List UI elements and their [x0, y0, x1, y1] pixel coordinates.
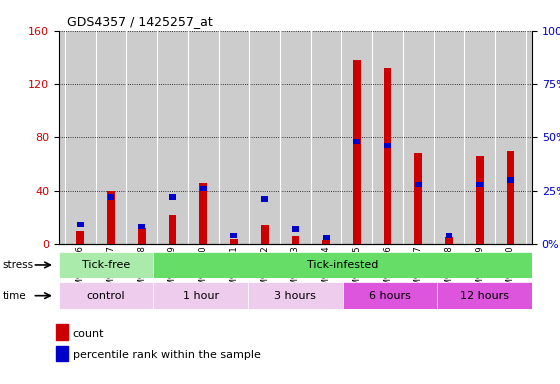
- Text: time: time: [3, 291, 26, 301]
- Bar: [384, 68, 391, 244]
- Bar: [153, 252, 532, 278]
- Bar: [384, 143, 391, 149]
- Text: count: count: [73, 329, 104, 339]
- Text: stress: stress: [3, 260, 34, 270]
- Bar: [343, 282, 437, 309]
- Bar: [59, 282, 153, 309]
- Bar: [292, 236, 299, 244]
- Text: Tick-infested: Tick-infested: [307, 260, 379, 270]
- Bar: [353, 139, 360, 144]
- Bar: [323, 235, 330, 240]
- Bar: [446, 233, 452, 238]
- Bar: [476, 156, 484, 244]
- Bar: [353, 60, 361, 244]
- Bar: [138, 224, 145, 230]
- Bar: [415, 182, 422, 187]
- Text: 12 hours: 12 hours: [460, 291, 509, 301]
- Bar: [153, 282, 248, 309]
- Bar: [323, 240, 330, 244]
- Text: control: control: [87, 291, 125, 301]
- Bar: [199, 182, 207, 244]
- Text: GDS4357 / 1425257_at: GDS4357 / 1425257_at: [67, 15, 213, 28]
- Text: 1 hour: 1 hour: [183, 291, 219, 301]
- Bar: [77, 222, 84, 227]
- Bar: [507, 177, 514, 182]
- Bar: [108, 194, 114, 200]
- Bar: [261, 197, 268, 202]
- Bar: [230, 238, 238, 244]
- Bar: [414, 153, 422, 244]
- Bar: [107, 190, 115, 244]
- Bar: [169, 194, 176, 200]
- Bar: [292, 226, 299, 232]
- Text: 6 hours: 6 hours: [369, 291, 411, 301]
- Bar: [445, 237, 453, 244]
- Text: Tick-free: Tick-free: [82, 260, 130, 270]
- Bar: [169, 215, 176, 244]
- Text: 3 hours: 3 hours: [274, 291, 316, 301]
- Bar: [261, 225, 268, 244]
- Bar: [59, 252, 153, 278]
- Bar: [507, 151, 514, 244]
- Bar: [248, 282, 343, 309]
- Bar: [200, 186, 207, 191]
- Text: percentile rank within the sample: percentile rank within the sample: [73, 350, 260, 360]
- Bar: [77, 230, 84, 244]
- Bar: [231, 233, 237, 238]
- Bar: [477, 182, 483, 187]
- Bar: [138, 228, 146, 244]
- Bar: [437, 282, 532, 309]
